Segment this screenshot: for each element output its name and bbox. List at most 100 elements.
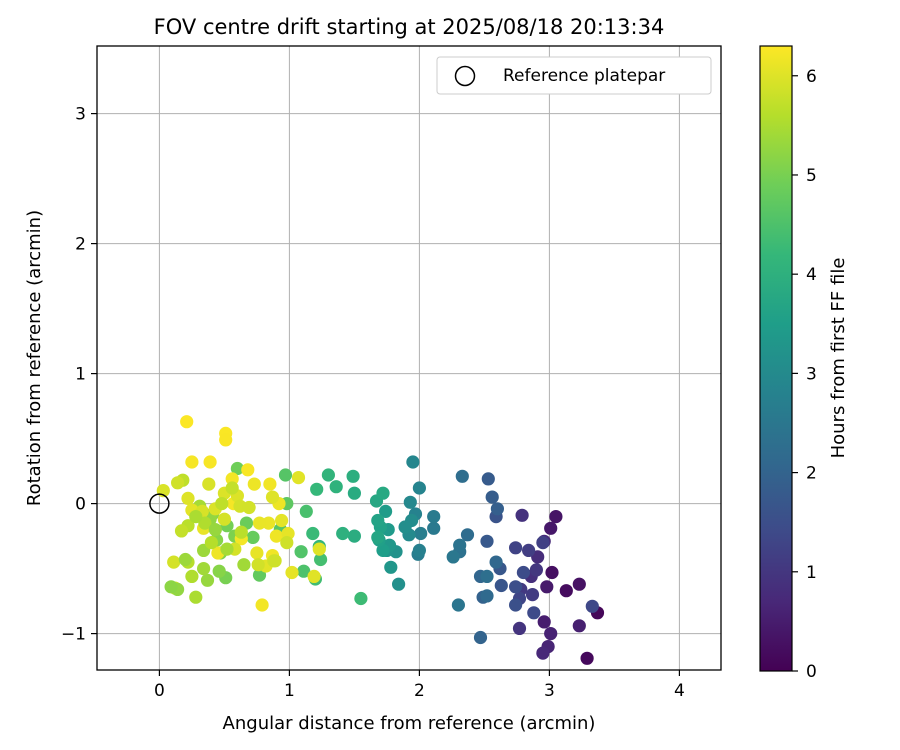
data-point	[321, 468, 335, 482]
data-point	[572, 577, 586, 591]
data-point	[217, 512, 231, 526]
data-point	[246, 530, 260, 545]
data-point	[512, 621, 527, 636]
colorbar-gradient	[759, 45, 793, 672]
data-point	[181, 491, 195, 505]
colorbar-tick-label: 3	[806, 364, 817, 384]
data-point	[220, 542, 234, 556]
colorbar-label: Hours from first FF file	[828, 258, 849, 459]
data-point	[208, 523, 222, 537]
x-tick-label: 3	[544, 681, 555, 701]
data-point	[427, 509, 441, 524]
data-point	[536, 536, 550, 550]
data-point	[473, 630, 488, 645]
data-point	[263, 477, 277, 491]
data-point	[527, 606, 541, 620]
data-point	[306, 526, 320, 541]
data-point	[219, 433, 233, 447]
x-tick-label: 1	[284, 681, 295, 701]
data-point	[480, 589, 494, 603]
data-point	[280, 536, 294, 550]
data-point	[314, 552, 328, 567]
data-point	[310, 482, 324, 496]
data-point	[392, 577, 406, 591]
data-point	[225, 472, 239, 486]
data-point	[189, 590, 203, 604]
data-point	[481, 472, 495, 486]
data-point	[250, 546, 264, 560]
data-point	[525, 588, 540, 602]
data-point	[515, 508, 529, 522]
data-point	[265, 490, 280, 504]
data-point	[451, 598, 465, 612]
data-point	[508, 541, 523, 555]
data-point	[480, 569, 494, 584]
data-point	[379, 504, 393, 518]
reference-marker	[149, 493, 170, 514]
data-point	[252, 568, 267, 582]
x-tick-label: 4	[674, 681, 685, 701]
data-point	[185, 455, 199, 469]
data-point	[203, 455, 217, 469]
data-point	[580, 651, 594, 665]
data-point	[178, 552, 192, 567]
data-point	[544, 627, 558, 641]
data-point	[247, 477, 261, 491]
data-point	[189, 509, 203, 524]
data-point	[198, 516, 212, 530]
y-tick-label: −1	[61, 625, 86, 645]
data-point	[202, 477, 216, 491]
data-point	[403, 495, 417, 509]
data-point	[460, 528, 475, 542]
data-point	[171, 476, 185, 490]
data-point	[489, 555, 503, 569]
data-point	[406, 455, 420, 469]
data-point	[269, 529, 283, 543]
data-point	[204, 536, 218, 550]
data-point	[376, 543, 390, 558]
y-axis-ticks: −1 0 1 2 3	[61, 105, 97, 645]
legend-label: Reference platepar	[503, 66, 665, 86]
data-point	[480, 534, 494, 548]
data-point	[384, 560, 398, 574]
data-point	[398, 520, 412, 534]
data-point	[427, 521, 441, 535]
data-point	[241, 463, 255, 477]
data-point	[297, 564, 311, 578]
data-point	[346, 469, 360, 483]
legend-box	[436, 56, 712, 95]
data-point	[347, 529, 361, 543]
data-point	[200, 573, 215, 587]
data-point	[291, 471, 306, 485]
data-point	[347, 486, 361, 500]
grid	[97, 46, 721, 670]
legend-marker	[454, 65, 476, 87]
y-tick-label: 0	[75, 495, 86, 515]
y-tick-label: 2	[75, 235, 86, 255]
data-point	[268, 554, 282, 568]
data-point	[371, 513, 385, 528]
data-point	[307, 569, 321, 584]
data-point	[234, 525, 248, 539]
data-point	[531, 550, 545, 564]
data-point	[412, 543, 426, 558]
data-point	[278, 468, 293, 482]
data-point	[299, 504, 313, 518]
x-axis-ticks: 0 1 2 3 4	[154, 670, 685, 701]
colorbar-tick-label: 5	[806, 166, 817, 186]
y-tick-label: 1	[75, 365, 86, 385]
data-point	[545, 565, 559, 580]
x-axis-label: Angular distance from reference (arcmin)	[223, 713, 596, 734]
data-point	[446, 550, 460, 564]
data-point	[376, 486, 390, 500]
data-point	[572, 619, 586, 633]
y-axis-label: Rotation from reference (arcmin)	[24, 210, 45, 506]
data-point	[508, 598, 523, 612]
data-point	[230, 461, 244, 476]
data-point	[275, 513, 289, 528]
data-point	[212, 564, 226, 578]
data-point	[285, 565, 299, 580]
data-point	[251, 558, 265, 572]
data-point	[522, 543, 536, 558]
x-tick-label: 0	[154, 681, 165, 701]
